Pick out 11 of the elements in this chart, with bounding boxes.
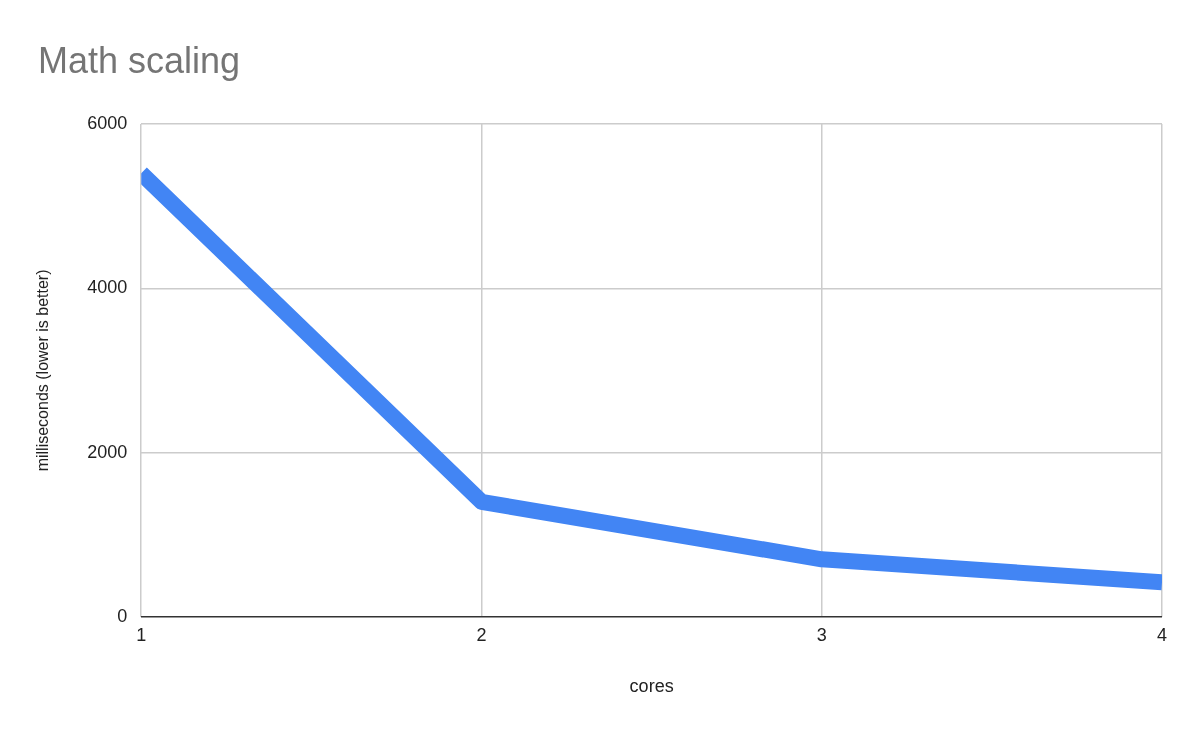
y-axis-title: milliseconds (lower is better) — [34, 269, 52, 472]
chart-title: Math scaling — [38, 40, 241, 82]
y-tick-label: 6000 — [87, 112, 128, 133]
x-axis-title: cores — [629, 676, 674, 697]
x-tick-label: 4 — [1156, 624, 1168, 645]
x-tick-label: 2 — [476, 624, 487, 645]
y-tick-label: 0 — [117, 605, 128, 626]
y-tick-label: 2000 — [87, 441, 128, 462]
y-tick-label: 4000 — [87, 277, 128, 298]
x-tick-label: 3 — [816, 624, 827, 645]
x-tick-label: 1 — [136, 624, 147, 645]
